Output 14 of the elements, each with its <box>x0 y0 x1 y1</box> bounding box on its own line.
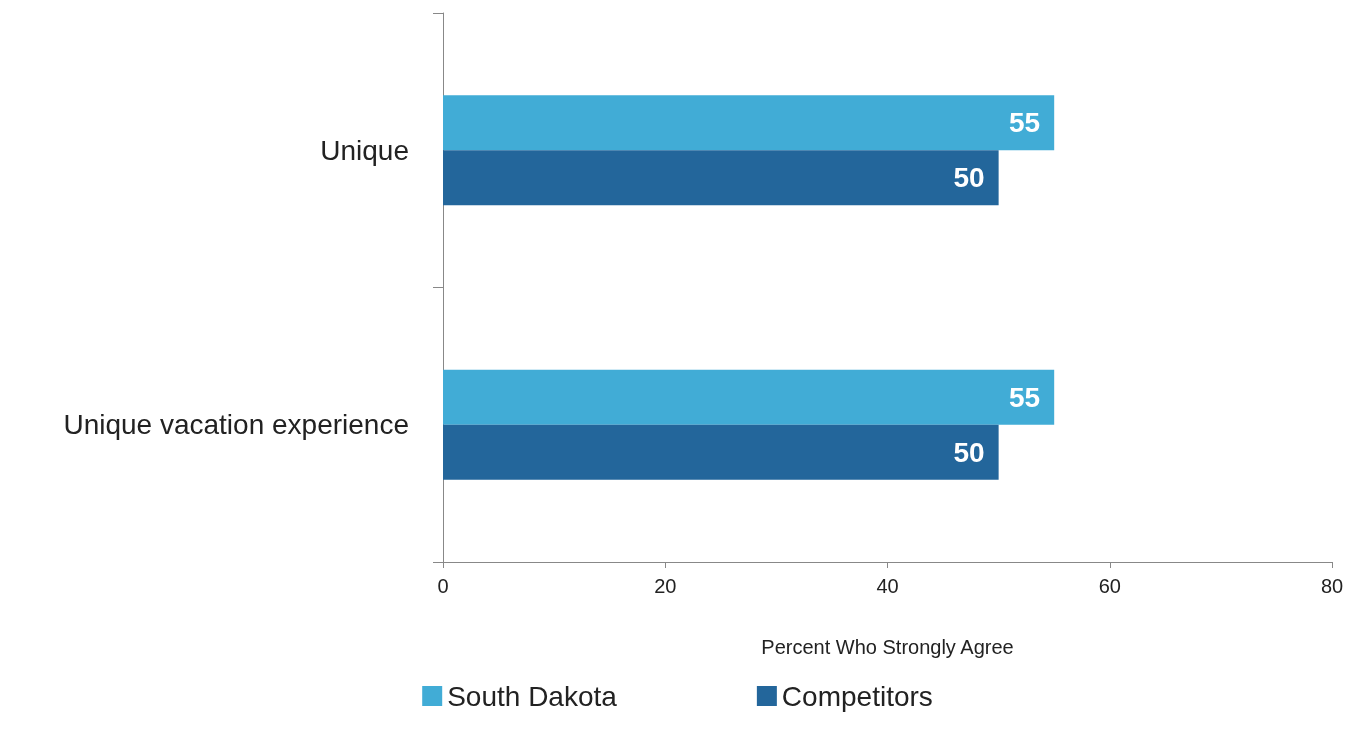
x-tick-label: 0 <box>437 575 449 597</box>
x-tick-label: 20 <box>654 575 677 597</box>
x-tick-label: 60 <box>1098 575 1121 597</box>
x-axis-title: Percent Who Strongly Agree <box>761 636 1014 658</box>
data-label: 55 <box>1009 107 1041 139</box>
data-label: 50 <box>953 436 985 468</box>
data-label: 50 <box>953 162 985 194</box>
x-tick-label: 80 <box>1320 575 1344 597</box>
data-label: 55 <box>1009 381 1041 413</box>
legend-label: South Dakota <box>447 680 618 712</box>
legend-label: Competitors <box>781 680 933 712</box>
y-tick-label: Unique vacation experience <box>63 409 409 441</box>
y-tick-label: Unique <box>320 134 409 166</box>
x-tick-label: 40 <box>876 575 899 597</box>
